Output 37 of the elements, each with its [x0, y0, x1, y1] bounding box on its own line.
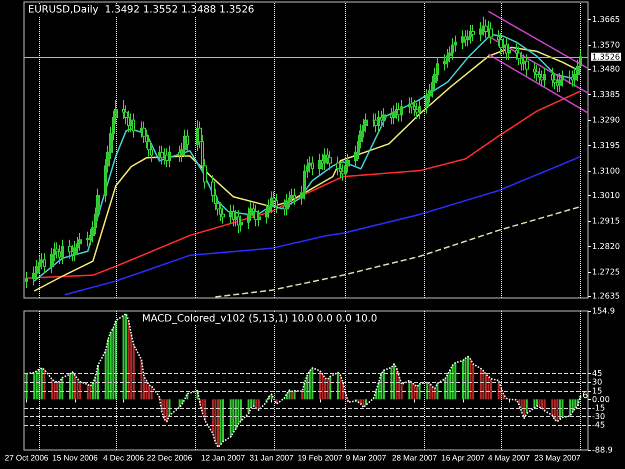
- x-tick-label: 23 May 2007: [534, 454, 582, 462]
- x-tick-label: 12 Jan 2007: [201, 454, 246, 462]
- y-tick-label: 1.3290: [592, 116, 620, 125]
- y-tick-label: 1.3665: [592, 14, 620, 24]
- y-tick-label: 1.3100: [592, 166, 620, 176]
- x-tick-label: 27 Oct 2006: [4, 454, 49, 462]
- y-tick-label: 1.3480: [592, 64, 620, 74]
- y-tick-label: 1.3195: [592, 141, 620, 150]
- x-tick-label: 22 Dec 2006: [146, 454, 193, 462]
- x-tick-label: 9 Mar 2007: [346, 454, 387, 462]
- chart-title: EURUSD,Daily 1.3492 1.3552 1.3488 1.3526: [28, 4, 254, 16]
- y-tick-label: 1.3010: [592, 190, 620, 200]
- x-tick-label: 28 Mar 2007: [392, 454, 438, 462]
- y-tick-label: 45: [592, 369, 602, 378]
- y-tick-label: 1.2635: [592, 292, 620, 301]
- y-tick-label: 1.2820: [592, 242, 620, 251]
- chart-title: MACD_Colored_v102 (5,13,1) 10.0 0.0 0.0 10.0: [142, 314, 378, 324]
- x-tick-label: 15 Nov 2006: [52, 454, 98, 462]
- y-tick-label: 15: [592, 386, 602, 396]
- x-tick-label: 31 Jan 2007: [250, 454, 294, 462]
- x-tick-label: 16 Apr 2007: [441, 454, 486, 462]
- x-tick-label: 4 Dec 2006: [103, 454, 145, 462]
- x-tick-label: 19 Feb 2007: [298, 454, 344, 462]
- y-tick-label: 1.2915: [592, 216, 620, 226]
- y-tick-label: -30: [592, 412, 606, 421]
- y-tick-label: 1.2725: [592, 267, 620, 276]
- y-tick-label: 1.3570: [592, 40, 620, 50]
- y-tick-label: 30: [592, 378, 602, 387]
- y-tick-label: 1.3385: [592, 90, 620, 100]
- y-tick-label: -45: [592, 420, 606, 430]
- ref-line-label: 1.3526: [592, 52, 620, 62]
- y-tick-label: 0.00: [592, 394, 610, 404]
- y-tick-label: -15: [592, 403, 606, 412]
- x-tick-label: 4 May 2007: [488, 454, 530, 462]
- annotation: 6: [582, 390, 588, 401]
- y-tick-label: -88.9: [592, 446, 613, 454]
- y-tick-label: 154.9: [592, 306, 615, 316]
